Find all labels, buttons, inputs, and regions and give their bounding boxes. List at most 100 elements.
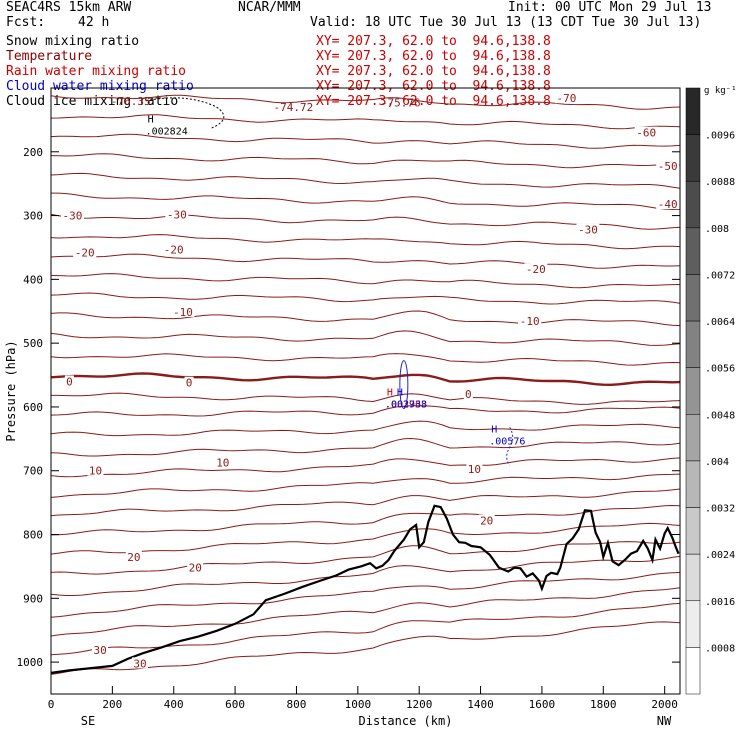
temperature-contour — [51, 273, 680, 289]
colorbar-swatch — [685, 274, 701, 322]
label-background — [92, 643, 109, 655]
colorbar-swatch — [685, 647, 701, 695]
label-background — [87, 464, 104, 476]
temperature-label: -70 — [557, 92, 577, 105]
temperature-label: 10 — [216, 456, 229, 469]
label-background — [656, 198, 680, 210]
colorbar-label: .0048 — [705, 410, 735, 421]
temperature-contour — [51, 172, 680, 189]
temperature-contour — [51, 602, 680, 656]
label-background — [171, 305, 195, 317]
model-title: SEAC4RS 15km ARW — [6, 0, 132, 15]
x-axis-left-end: SE — [81, 714, 95, 728]
x-axis-right-end: NW — [657, 714, 672, 728]
temperature-contour — [51, 310, 680, 327]
max-marker: H — [148, 115, 154, 126]
label-background — [162, 243, 186, 255]
x-tick-label: 1000 — [345, 698, 372, 711]
label-background — [187, 561, 204, 573]
colorbar-swatch — [685, 180, 701, 229]
field-name: Snow mixing ratio — [6, 34, 140, 49]
init-time: Init: 00 UTC Mon 29 Jul 13 — [508, 0, 712, 15]
temperature-label: 10 — [89, 465, 102, 478]
y-tick-label: 500 — [23, 337, 43, 350]
terrain-line — [50, 504, 680, 674]
max-value-label: .002824 — [146, 127, 188, 138]
temperature-contour — [51, 621, 680, 675]
temperature-label: 20 — [189, 562, 202, 575]
temperature-label: -30 — [578, 224, 598, 237]
temperature-contour — [51, 522, 680, 555]
temperature-label: -30 — [63, 210, 83, 223]
cloud-water-contour — [399, 360, 409, 410]
temperature-extremum-label: -76.35 — [111, 95, 151, 108]
field-name: Rain water mixing ratio — [6, 64, 187, 79]
x-tick-label: 2000 — [651, 698, 678, 711]
temperature-contour — [51, 555, 680, 596]
y-tick-label: 400 — [23, 273, 43, 286]
x-tick-label: 400 — [164, 698, 184, 711]
cloud-water-contour — [506, 427, 514, 466]
colorbar-swatch — [685, 134, 701, 182]
temperature-label: 0 — [66, 375, 73, 388]
colorbar-label: .0024 — [705, 550, 735, 561]
label-background — [64, 375, 74, 387]
y-tick-label: 1000 — [17, 656, 44, 669]
temperature-label: -10 — [173, 306, 193, 319]
colorbar-label: .0032 — [705, 504, 735, 515]
temperature-label: 20 — [480, 514, 493, 527]
temperature-contour — [51, 488, 680, 517]
y-tick-label: 200 — [23, 146, 43, 159]
y-tick-label: 800 — [23, 529, 43, 542]
y-tick-label: 600 — [23, 401, 43, 414]
label-background — [466, 462, 483, 474]
colorbar-label: .004 — [705, 457, 729, 468]
colorbar: .0096 .0088 .008 .0072 .0064 .0056 .0048 .004 .0… — [685, 86, 737, 695]
temperature-label: -40 — [658, 198, 678, 211]
x-tick-label: 1200 — [406, 698, 433, 711]
contour-labels: -70 -60 -50 -40 -30 -30 -30 -20 -20 -20 -10 -10 0 0 0 1… — [60, 92, 680, 670]
y-tick-label: 700 — [23, 465, 43, 478]
label-background — [214, 456, 231, 468]
label-background — [634, 126, 658, 138]
temperature-extremum-label: -74.72 — [274, 101, 314, 114]
temperature-contour — [51, 153, 680, 169]
colorbar-swatch — [685, 227, 701, 275]
label-background — [73, 246, 97, 258]
colorbar-label: .0072 — [705, 270, 735, 281]
x-axis-label: Distance (km) — [359, 714, 453, 728]
y-axis-label: Pressure (hPa) — [4, 340, 18, 441]
temperature-contour — [51, 504, 680, 536]
temperature-label: 30 — [133, 657, 146, 670]
label-background — [524, 263, 548, 275]
colorbar-label: .0056 — [705, 364, 735, 375]
label-background — [131, 657, 148, 669]
temperature-contour — [51, 541, 680, 575]
valid-time: Valid: 18 UTC Tue 30 Jul 13 (13 CDT Tue … — [310, 15, 702, 30]
temperature-extremum-label: -75.76 — [381, 97, 421, 110]
temperature-contour — [51, 372, 680, 387]
colorbar-unit: g kg⁻¹ — [704, 86, 737, 96]
temperature-contour — [51, 353, 680, 366]
label-background — [656, 159, 680, 171]
temperature-contour — [51, 94, 680, 110]
temperature-label: -10 — [520, 315, 540, 328]
colorbar-label: .0064 — [705, 317, 735, 328]
x-tick-label: 200 — [102, 698, 122, 711]
terrain-profile — [50, 504, 680, 674]
forecast-label: Fcst: — [6, 15, 46, 30]
temperature-contour — [51, 330, 680, 346]
colorbar-swatch — [685, 414, 701, 462]
max-value-label: .00576 — [489, 437, 525, 448]
temperature-contour — [51, 405, 680, 417]
cloud-ice-contour — [146, 97, 225, 130]
temperature-contour — [51, 587, 680, 637]
temperature-contour — [51, 420, 680, 437]
temperature-contour — [51, 473, 680, 498]
temperature-label: 0 — [465, 388, 472, 401]
colorbar-label: .0096 — [705, 131, 735, 142]
colorbar-label: .008 — [705, 224, 729, 235]
y-tick-label: 300 — [23, 210, 43, 223]
temperature-label: -20 — [75, 247, 95, 260]
